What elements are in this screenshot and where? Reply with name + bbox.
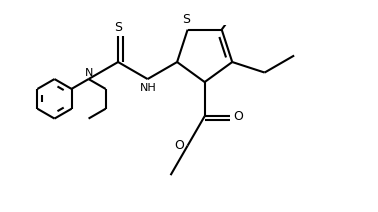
Text: O: O [233, 110, 243, 123]
Text: S: S [182, 13, 190, 26]
Text: N: N [84, 68, 93, 78]
Text: O: O [174, 139, 184, 152]
Text: NH: NH [140, 83, 157, 93]
Text: S: S [114, 21, 122, 34]
